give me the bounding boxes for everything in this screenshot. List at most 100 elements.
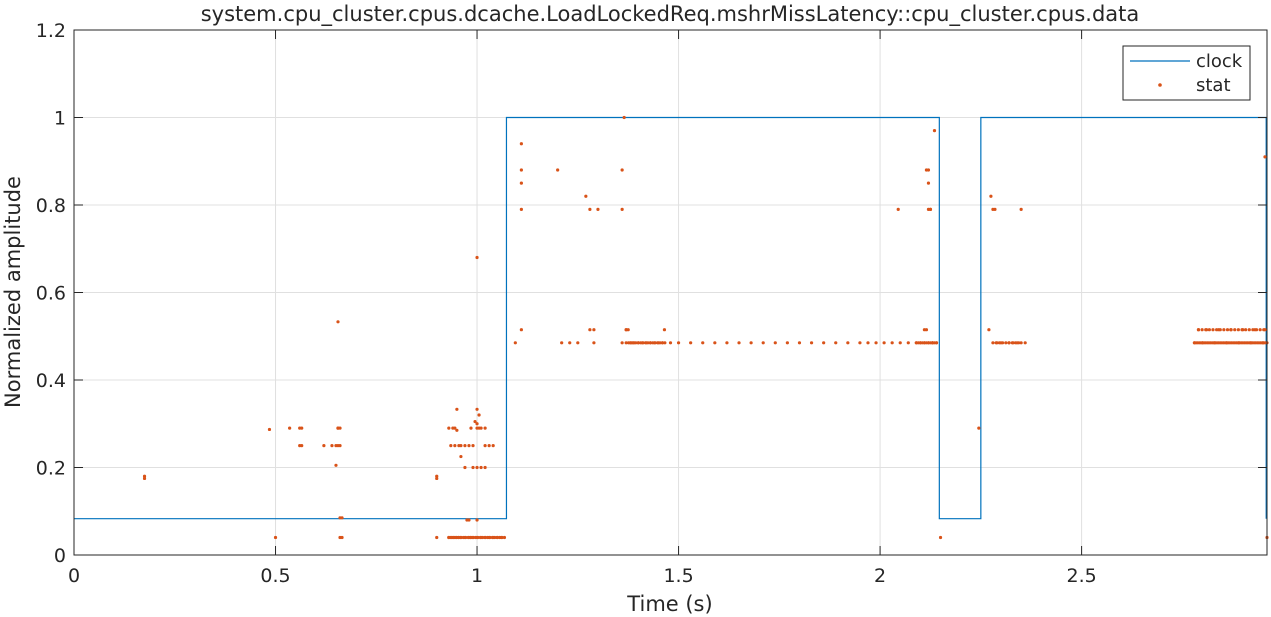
stat-point: [624, 341, 628, 345]
stat-point: [924, 328, 929, 332]
y-tick-label: 0: [54, 545, 66, 567]
stat-point: [475, 465, 479, 470]
stat-point: [1211, 328, 1215, 332]
stat-point: [639, 341, 643, 345]
stat-point: [1258, 328, 1262, 332]
stat-point: [987, 328, 991, 332]
stat-point: [519, 328, 523, 332]
x-tick-label: 1.5: [663, 565, 693, 587]
stat-point: [631, 341, 636, 345]
axis-ticks: 0 0.5 1 1.5 2 2.5 0 0.2 0.4 0.6 0.8 1 1.2: [36, 20, 1267, 587]
stat-point: [1204, 328, 1208, 332]
stat-point: [773, 341, 777, 345]
stat-point: [322, 444, 326, 448]
stat-point: [338, 444, 342, 448]
stat-point: [1233, 328, 1237, 332]
stat-point: [471, 444, 475, 448]
stat-point: [1023, 341, 1027, 345]
stat-point: [519, 181, 523, 185]
stat-point: [488, 535, 492, 540]
chart-title: system.cpu_cluster.cpus.dcache.LoadLocke…: [201, 2, 1140, 27]
stat-point: [481, 535, 485, 540]
stat-point: [701, 341, 705, 345]
stat-point: [651, 341, 655, 345]
stat-point: [300, 444, 304, 448]
stat-point: [466, 535, 470, 540]
stat-point: [476, 535, 480, 540]
stat-point: [1001, 341, 1005, 345]
stat-point: [662, 328, 667, 332]
stat-point: [898, 341, 902, 345]
stat-point: [483, 465, 487, 470]
x-tick-label: 2.5: [1066, 565, 1096, 587]
stat-point: [478, 535, 482, 540]
stat-point: [500, 535, 504, 540]
stat-point: [896, 207, 900, 211]
stat-point: [455, 407, 459, 411]
stat-point: [267, 427, 272, 432]
stat-point: [338, 426, 342, 430]
stat-point: [461, 535, 465, 540]
stat-point: [491, 444, 495, 448]
stat-point: [588, 328, 592, 332]
stat-point: [1010, 341, 1014, 345]
stat-point: [475, 422, 479, 426]
x-tick-label: 2: [874, 565, 886, 587]
legend-stat-swatch: [1158, 83, 1162, 87]
stat-point: [459, 444, 463, 448]
legend-clock-label: clock: [1196, 51, 1243, 72]
stat-point: [1004, 341, 1008, 345]
stat-point: [449, 444, 453, 448]
stat-point: [1263, 155, 1267, 159]
stat-point: [452, 535, 456, 540]
series-layer: [74, 115, 1269, 540]
stat-point: [493, 535, 497, 540]
stat-point: [926, 168, 931, 172]
stat-point: [447, 426, 451, 430]
stat-point: [641, 341, 645, 345]
stat-point: [643, 341, 648, 345]
stat-point: [556, 168, 560, 172]
stat-point: [471, 465, 475, 470]
stat-point: [463, 444, 467, 448]
stat-point: [622, 115, 626, 120]
y-tick-label: 0.2: [36, 458, 66, 480]
stat-point: [340, 516, 344, 520]
stat-point: [334, 463, 338, 467]
stat-point: [1200, 328, 1204, 332]
stat-point: [454, 535, 458, 540]
stat-point: [336, 320, 340, 324]
stat-point: [1019, 207, 1023, 211]
stat-point: [1240, 328, 1244, 332]
x-tick-label: 1: [471, 565, 483, 587]
stat-point: [592, 328, 596, 332]
stat-point: [300, 426, 304, 430]
stat-point: [459, 454, 463, 459]
stat-point: [994, 341, 998, 345]
stat-point: [906, 341, 910, 345]
stat-point: [658, 341, 662, 345]
stat-point: [1222, 328, 1226, 332]
stat-point: [477, 413, 481, 417]
stat-point: [634, 341, 638, 345]
stat-point: [626, 341, 631, 345]
stat-point: [479, 426, 483, 430]
stat-point: [471, 535, 475, 540]
stat-point: [485, 535, 490, 540]
stat-point: [977, 426, 981, 430]
stat-point: [487, 444, 491, 448]
y-axis-label: Normalized amplitude: [1, 176, 25, 408]
stat-point: [846, 341, 850, 345]
stat-point: [653, 341, 657, 345]
stat-point: [475, 407, 479, 411]
stat-point: [624, 328, 628, 332]
stat-point: [834, 341, 838, 345]
y-tick-label: 0.8: [36, 195, 66, 217]
stat-point: [456, 535, 461, 540]
stat-point: [447, 535, 451, 540]
stat-point: [459, 535, 463, 540]
y-tick-label: 1: [54, 108, 66, 130]
stat-point: [475, 518, 479, 522]
stat-point: [1236, 328, 1240, 332]
stat-point: [519, 142, 523, 146]
